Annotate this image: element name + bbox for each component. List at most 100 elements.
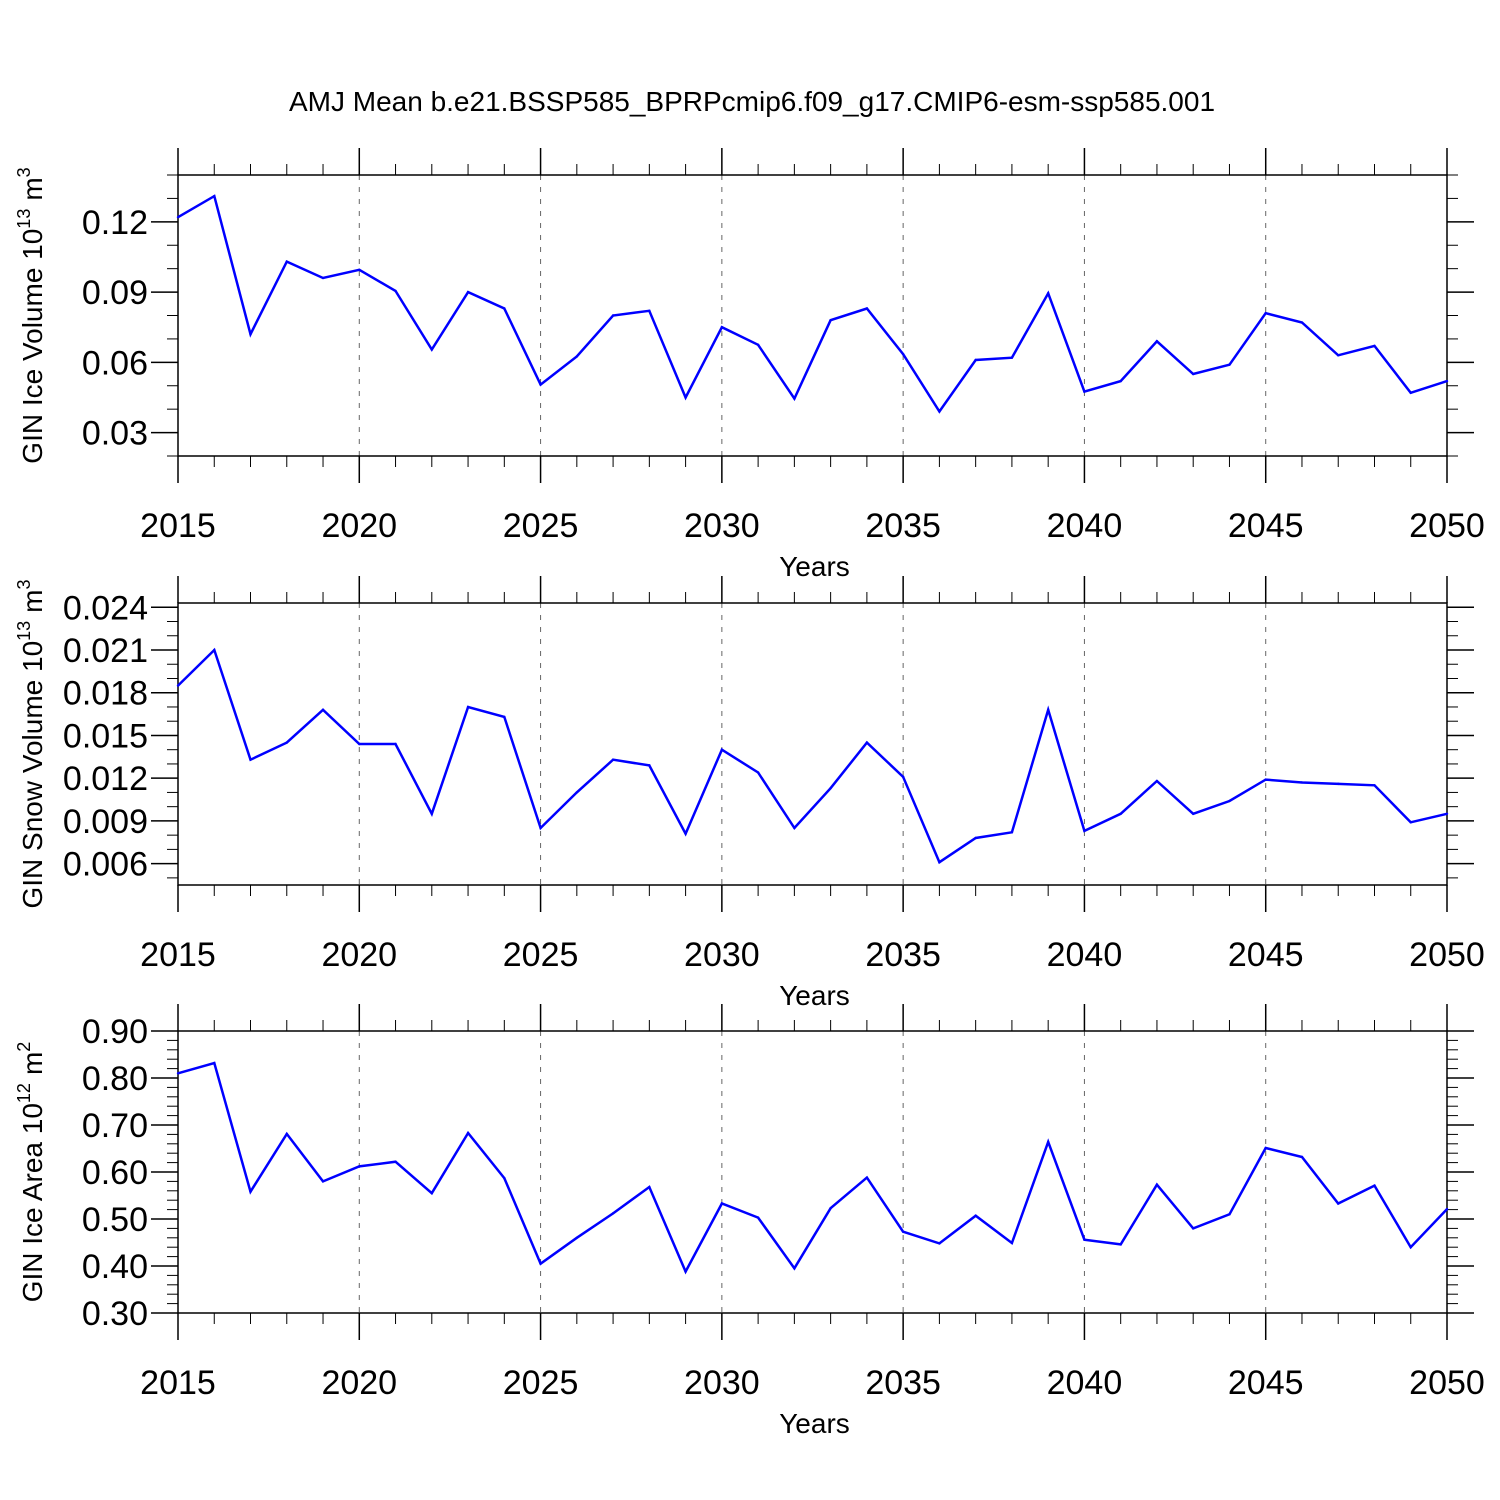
data-point <box>648 1185 651 1189</box>
y-axis-title-ylabel-exp: 13 <box>14 209 34 229</box>
data-point <box>684 832 687 835</box>
data-point <box>575 355 579 358</box>
data-point <box>865 741 869 744</box>
data-point <box>249 758 252 761</box>
data-point <box>1409 821 1412 824</box>
data-point <box>720 326 724 329</box>
y-tick-label: 0.50 <box>82 1201 148 1239</box>
data-point <box>648 764 651 767</box>
data-point <box>358 1165 361 1168</box>
data-point <box>321 276 325 280</box>
data-point <box>1083 1238 1086 1241</box>
data-point <box>503 715 506 719</box>
data-point <box>176 684 180 687</box>
x-tick-label: 2015 <box>140 936 216 974</box>
x-tick-label: 2045 <box>1228 936 1304 974</box>
y-axis-title-ylabel-unit: m <box>17 1052 48 1075</box>
data-point <box>1010 831 1014 834</box>
data-point <box>793 397 796 400</box>
x-tick-label: 2025 <box>503 1364 579 1402</box>
data-point <box>1083 829 1086 833</box>
y-axis-title-ylabel: GIN Ice Area 10 <box>17 1103 48 1302</box>
y-tick-label: 0.03 <box>82 415 148 453</box>
data-point <box>865 1176 869 1179</box>
data-point <box>684 1270 687 1273</box>
data-point <box>865 307 869 310</box>
data-point <box>394 289 397 293</box>
y-axis-title-ylabel-exp: 13 <box>14 621 34 641</box>
data-point <box>503 307 506 310</box>
data-point <box>756 771 760 774</box>
panel-1: 2015 2020 2025 2030 2035 2040 2045 2050 0.03 0.06… <box>14 148 1485 582</box>
y-axis-title: GIN Ice Volume 1013 m3 <box>14 167 48 463</box>
data-point <box>249 1190 252 1193</box>
y-axis-title: GIN Ice Area 1012 m2 <box>14 1042 48 1303</box>
x-tick-label: 2020 <box>321 936 397 974</box>
data-point <box>358 742 361 746</box>
y-axis-title-ylabel-unit-exp: 2 <box>14 1042 34 1052</box>
data-point <box>1119 812 1122 815</box>
x-axis-title: Years <box>779 980 850 1011</box>
panel-2: 2015 2020 2025 2030 2035 2040 2045 2050 0.006 0.0… <box>14 576 1485 1011</box>
x-tick-label: 2045 <box>1228 1364 1304 1402</box>
x-tick-label: 2025 <box>503 507 579 545</box>
y-tick-label: 0.40 <box>82 1248 148 1286</box>
x-tick-label: 2050 <box>1409 936 1485 974</box>
data-point <box>901 1230 905 1233</box>
data-point <box>1192 812 1195 815</box>
y-axis-title-ylabel-unit-exp: 3 <box>14 579 34 589</box>
data-point <box>539 383 542 386</box>
data-point <box>1228 799 1231 803</box>
x-tick-label: 2050 <box>1409 507 1485 545</box>
x-tick-label: 2050 <box>1409 1364 1485 1402</box>
data-point <box>611 758 615 761</box>
x-axis-title: Years <box>779 1408 850 1439</box>
data-point <box>901 775 905 778</box>
data-point <box>466 705 470 709</box>
data-point <box>1300 321 1304 324</box>
data-point <box>1373 344 1376 348</box>
data-point <box>1046 708 1050 712</box>
data-point <box>611 1212 615 1215</box>
data-point <box>756 343 760 346</box>
data-point <box>1264 311 1267 315</box>
data-point <box>1373 1184 1376 1187</box>
data-point <box>793 826 796 830</box>
data-point <box>176 1072 180 1075</box>
y-axis-title-ylabel: GIN Ice Volume 10 <box>17 229 48 464</box>
data-point <box>1010 1241 1014 1245</box>
data-point <box>1010 356 1014 359</box>
data-point <box>1046 1140 1050 1144</box>
data-point <box>1119 379 1122 383</box>
data-point <box>358 268 361 272</box>
data-point <box>394 1160 397 1163</box>
data-point <box>285 260 288 263</box>
data-point <box>1264 778 1267 781</box>
x-tick-label: 2040 <box>1047 1364 1123 1402</box>
data-point <box>285 1132 288 1136</box>
data-point <box>684 396 687 399</box>
y-tick-label: 0.009 <box>63 803 148 841</box>
data-point <box>1337 782 1340 786</box>
data-point <box>430 1191 433 1195</box>
data-point <box>213 648 216 652</box>
data-point <box>1155 1183 1159 1186</box>
data-point <box>1445 1207 1449 1211</box>
data-point <box>394 742 397 746</box>
x-tick-label: 2030 <box>684 936 760 974</box>
data-series-line <box>177 194 1448 414</box>
data-point <box>1373 784 1376 787</box>
x-tick-label: 2030 <box>684 1364 760 1402</box>
data-point <box>466 290 470 294</box>
data-series-line <box>177 647 1448 865</box>
data-point <box>1155 779 1159 783</box>
plot-frame <box>177 602 1448 886</box>
x-tick-label: 2045 <box>1228 507 1304 545</box>
data-point <box>1300 781 1304 784</box>
data-point <box>503 1176 506 1180</box>
data-point <box>1192 1227 1195 1230</box>
data-point <box>213 1061 216 1065</box>
y-axis-title: GIN Snow Volume 1013 m3 <box>14 579 48 908</box>
